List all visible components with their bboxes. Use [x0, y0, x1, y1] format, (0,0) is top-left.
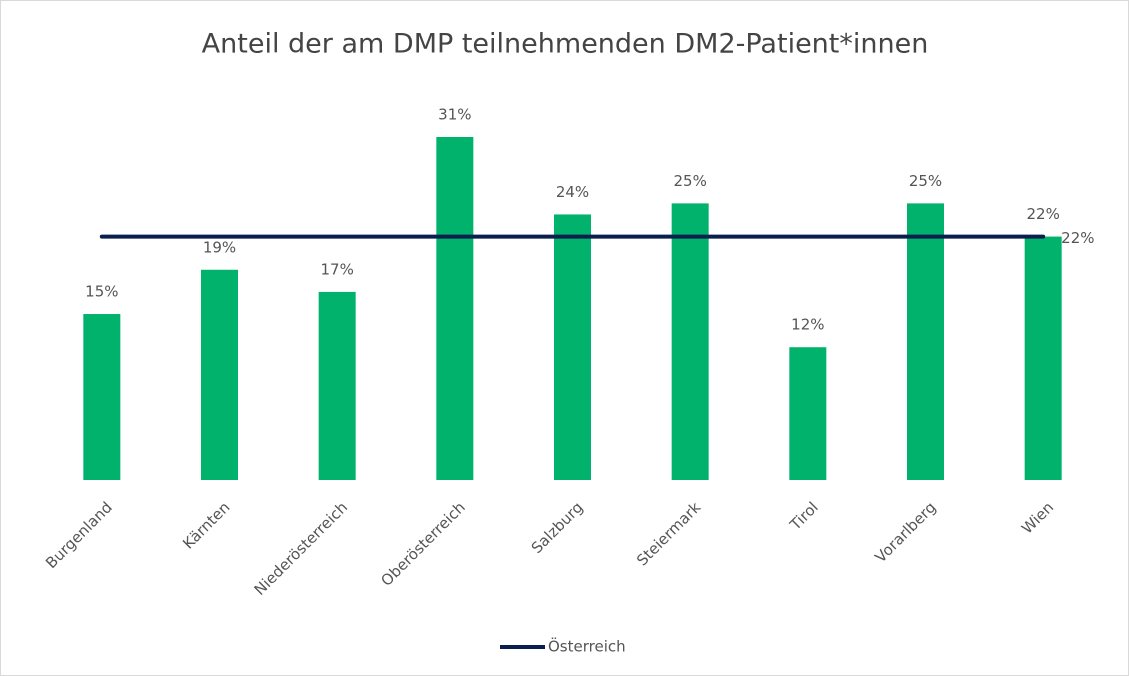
- bar: [554, 214, 591, 481]
- bar: [789, 347, 827, 480]
- data-label: 15%: [85, 283, 118, 301]
- bar: [201, 269, 238, 480]
- bar: [436, 137, 474, 480]
- data-label: 19%: [203, 238, 236, 256]
- data-label: 25%: [673, 172, 706, 190]
- legend-label: Österreich: [548, 637, 626, 656]
- line-label: 22%: [1061, 229, 1094, 247]
- data-label: 12%: [791, 316, 824, 334]
- data-label: 31%: [438, 106, 471, 124]
- data-label: 22%: [1026, 205, 1059, 223]
- chart-title: Anteil der am DMP teilnehmenden DM2-Pati…: [202, 29, 929, 60]
- data-label: 17%: [320, 260, 353, 278]
- bar: [83, 314, 121, 480]
- bar: [318, 291, 356, 480]
- bar: [907, 203, 944, 481]
- bar: [671, 203, 709, 481]
- data-label: 24%: [556, 183, 589, 201]
- bar: [1024, 236, 1062, 480]
- data-label: 25%: [909, 172, 942, 190]
